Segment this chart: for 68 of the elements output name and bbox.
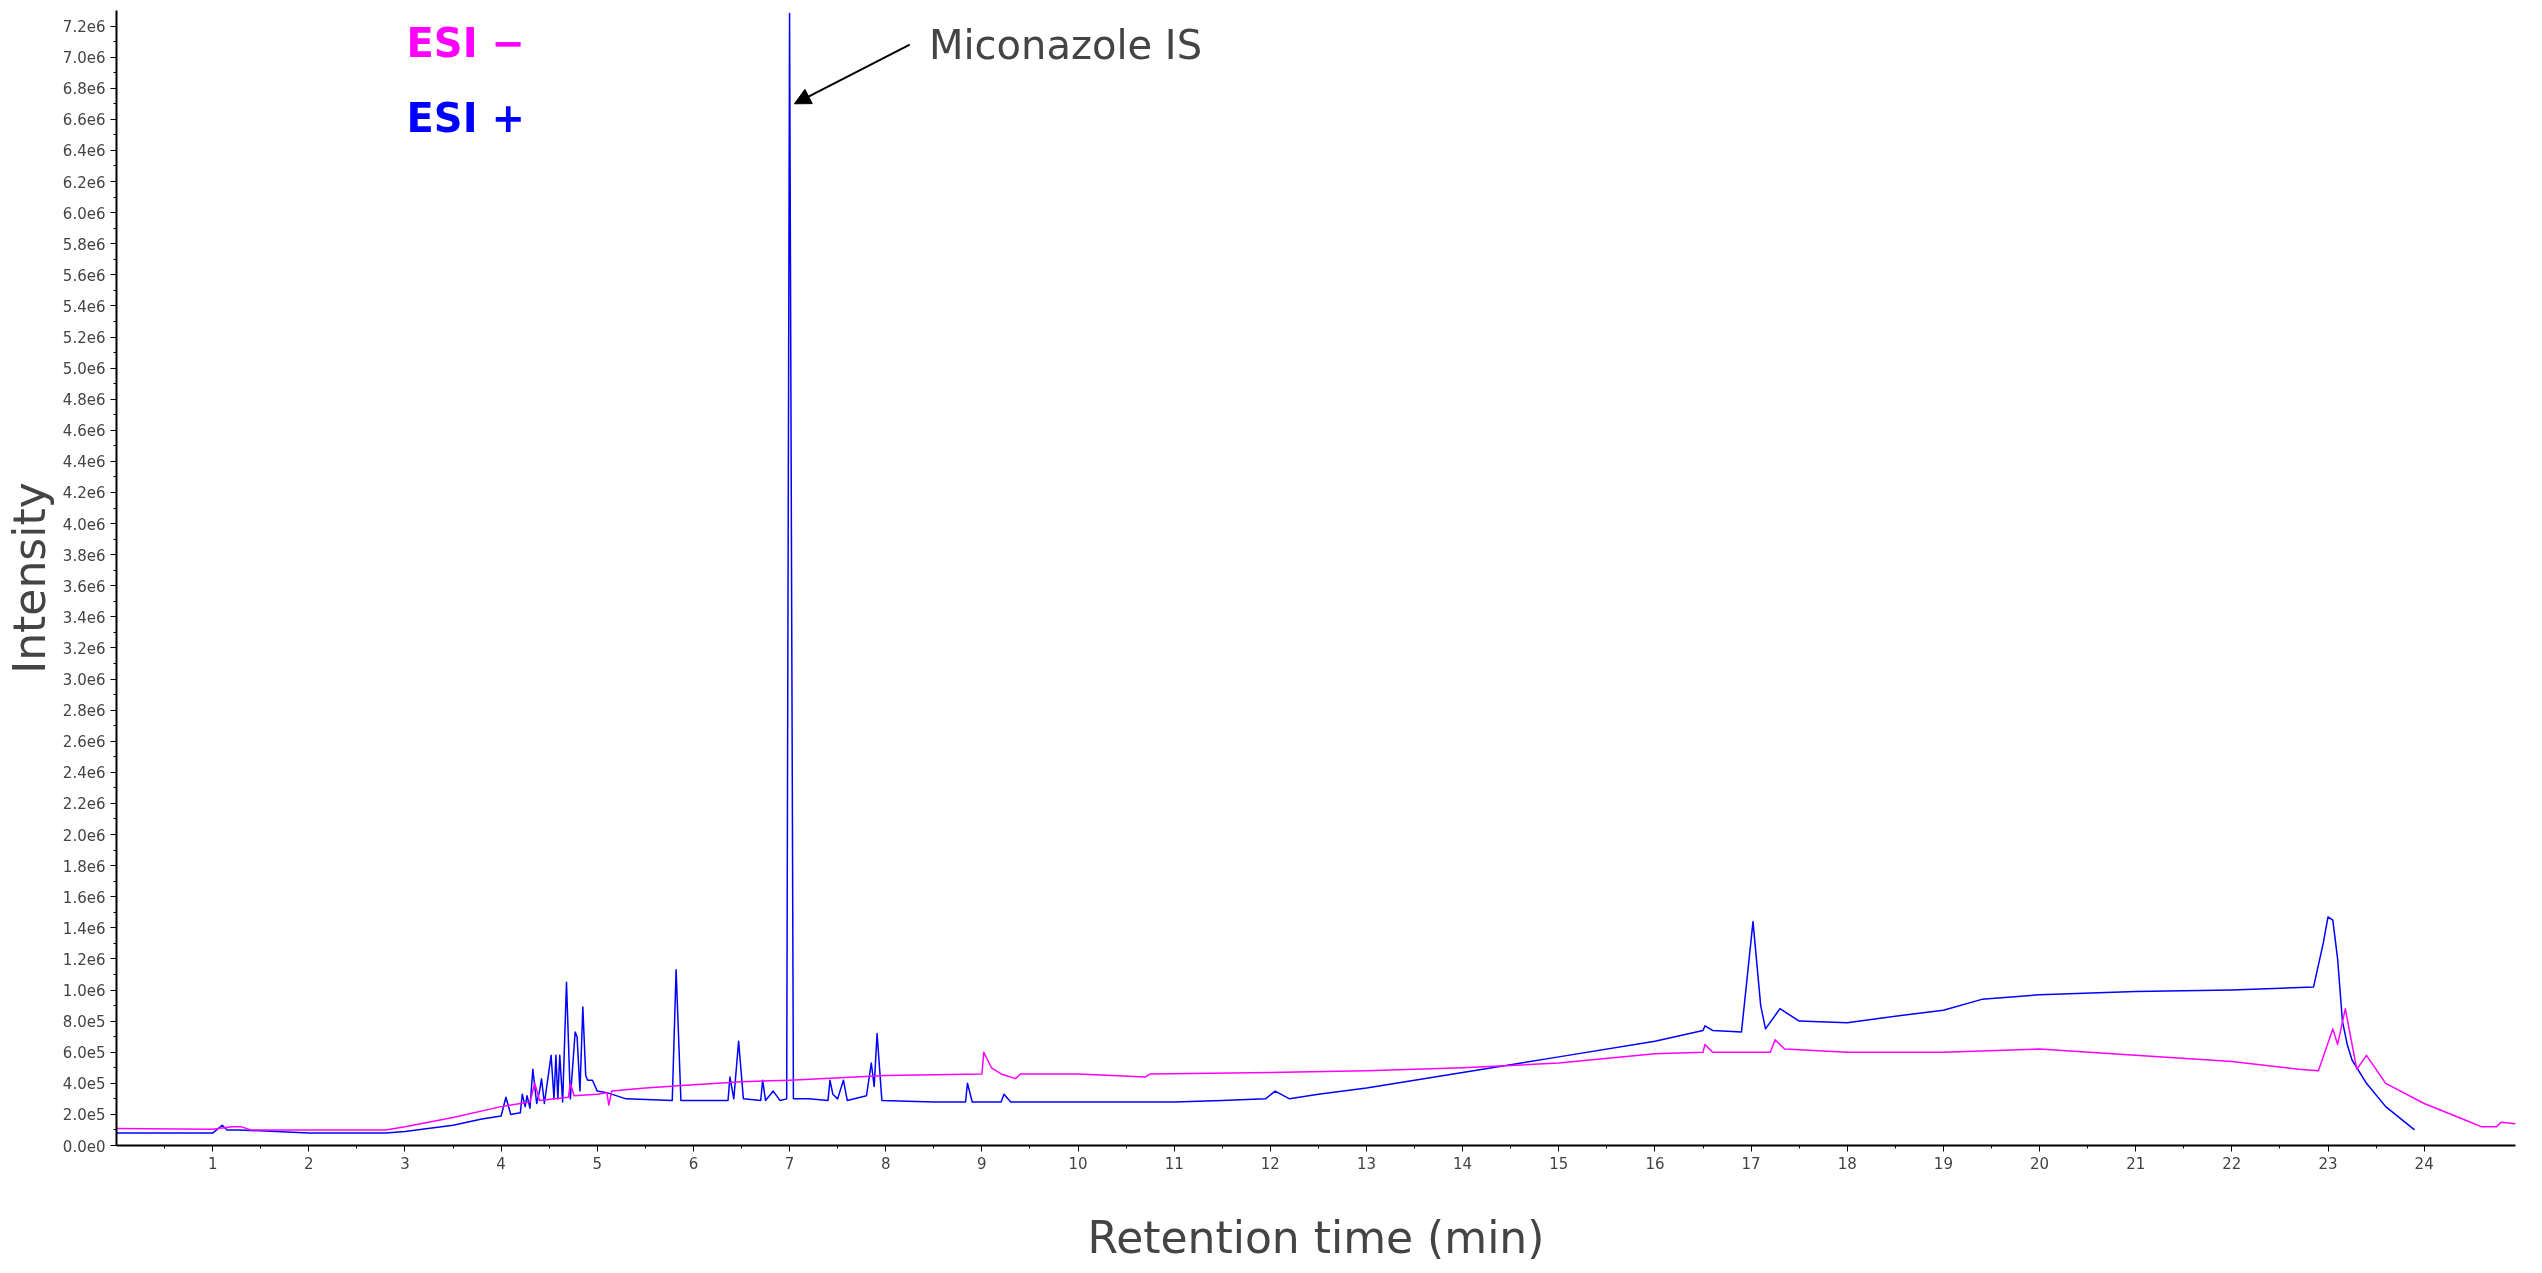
y-tick-label: 3.6e6	[62, 577, 106, 596]
y-tick-label: 4.4e6	[62, 453, 106, 472]
x-axis-title: Retention time (min)	[1087, 1211, 1545, 1263]
y-tick-label: 1.6e6	[62, 888, 106, 907]
x-tick-label: 22	[2222, 1154, 2242, 1173]
y-tick-label: 5.2e6	[62, 329, 106, 348]
x-tick-label: 24	[2414, 1154, 2434, 1173]
y-tick-label: 4.0e5	[62, 1075, 106, 1094]
line-series	[116, 1007, 2516, 1131]
y-tick-label: 4.8e6	[62, 391, 106, 410]
y-tick-label: 2.8e6	[62, 702, 106, 721]
y-tick-label: 5.6e6	[62, 266, 106, 285]
y-tick-label: 2.0e5	[62, 1106, 106, 1125]
x-tick-label: 21	[2126, 1154, 2146, 1173]
y-tick-label: 3.2e6	[62, 639, 106, 658]
text: ESI +	[406, 94, 525, 141]
y-tick-label: 3.8e6	[62, 546, 106, 565]
y-tick-label: 1.8e6	[62, 857, 106, 876]
y-tick-label: 2.4e6	[62, 764, 106, 783]
y-tick-label: 4.0e6	[62, 515, 106, 534]
y-tick-label: 1.0e6	[62, 982, 106, 1001]
y-tick-label: 6.0e5	[62, 1044, 106, 1063]
y-tick-label: 7.0e6	[62, 49, 106, 68]
x-tick-label: 13	[1356, 1154, 1377, 1173]
x-tick-label: 12	[1260, 1154, 1280, 1173]
x-tick-label: 15	[1549, 1154, 1569, 1173]
annotation: Miconazole IS	[928, 21, 1203, 68]
x-tick-label: 20	[2030, 1154, 2050, 1173]
x-tick-label: 4	[496, 1154, 506, 1173]
y-tick-label: 6.8e6	[62, 80, 106, 99]
y-tick-label: 6.2e6	[62, 173, 106, 192]
y-tick-label: 5.0e6	[62, 360, 106, 379]
x-tick-label: 16	[1645, 1154, 1665, 1173]
y-tick-label: 5.4e6	[62, 297, 106, 316]
y-tick-label: 6.6e6	[62, 111, 106, 130]
x-tick-label: 11	[1164, 1154, 1184, 1173]
y-tick-label: 6.4e6	[62, 142, 106, 161]
x-tick-label: 9	[977, 1154, 987, 1173]
x-tick-label: 17	[1741, 1154, 1761, 1173]
y-axis-title: Intensity	[3, 482, 55, 674]
x-tick-label: 1	[207, 1154, 218, 1173]
x-tick-label: 2	[304, 1154, 314, 1173]
y-tick-label: 2.0e6	[62, 826, 106, 845]
y-tick-label: 1.4e6	[62, 919, 106, 938]
x-tick-label: 18	[1837, 1154, 1857, 1173]
x-tick-label: 23	[2318, 1154, 2338, 1173]
y-tick-label: 1.2e6	[62, 950, 106, 969]
y-tick-label: 2.6e6	[62, 733, 106, 752]
x-tick-label: 19	[1933, 1154, 1953, 1173]
y-tick-label: 8.0e5	[62, 1013, 106, 1032]
y-tick-label: 2.2e6	[62, 795, 106, 814]
y-tick-label: 7.2e6	[62, 18, 106, 37]
x-tick-label: 8	[880, 1154, 891, 1173]
y-tick-label: 4.2e6	[62, 484, 106, 503]
x-tick-label: 6	[688, 1154, 699, 1173]
line-series	[116, 12, 2416, 1134]
x-tick-label: 10	[1068, 1154, 1088, 1173]
y-tick-label: 3.4e6	[62, 608, 106, 627]
x-tick-label: 14	[1453, 1154, 1473, 1173]
x-tick-label: 5	[592, 1154, 603, 1173]
y-tick-label: 3.0e6	[62, 671, 106, 690]
y-tick-label: 5.8e6	[62, 235, 106, 254]
y-tick-label: 6.0e6	[62, 204, 106, 223]
y-tick-label: 4.6e6	[62, 422, 106, 441]
y-tick-label: 0.0e0	[62, 1137, 106, 1156]
text: ESI −	[406, 19, 525, 66]
x-tick-label: 3	[400, 1154, 410, 1173]
x-tick-label: 7	[784, 1154, 795, 1173]
